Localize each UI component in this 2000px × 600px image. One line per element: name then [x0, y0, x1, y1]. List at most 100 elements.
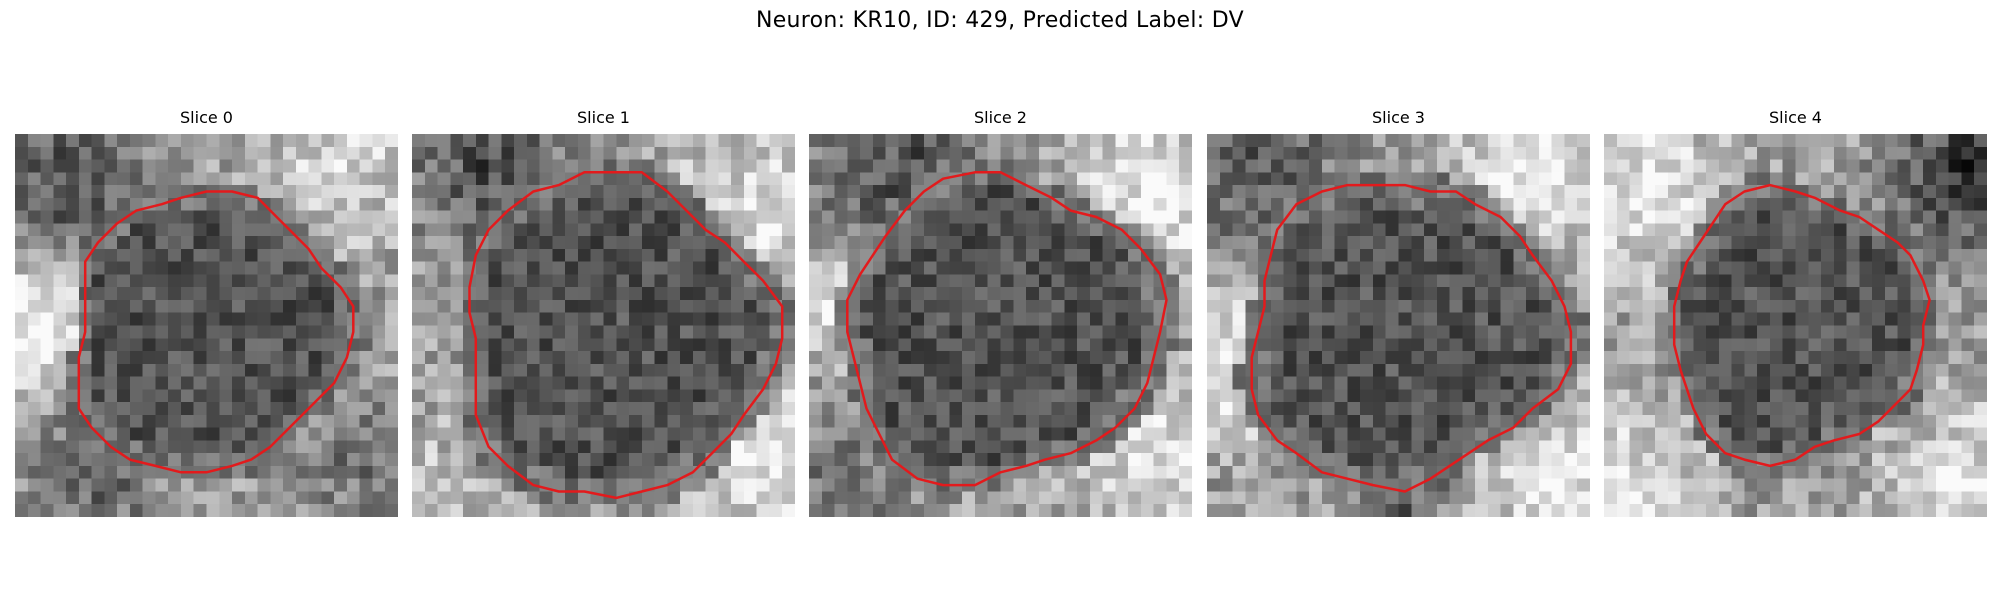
image-pixel: [539, 210, 554, 224]
image-pixel: [1616, 465, 1631, 480]
image-pixel: [475, 287, 490, 301]
image-pixel: [769, 491, 783, 505]
image-pixel: [104, 172, 118, 186]
image-pixel: [834, 414, 848, 429]
image-pixel: [104, 491, 118, 505]
image-pixel: [1757, 299, 1771, 314]
image-pixel: [1706, 172, 1720, 186]
image-pixel: [450, 376, 464, 390]
image-pixel: [1616, 248, 1631, 263]
image-pixel: [603, 338, 617, 352]
image-pixel: [514, 223, 528, 237]
image-pixel: [743, 146, 758, 161]
image-pixel: [743, 210, 758, 224]
image-pixel: [1935, 159, 1950, 173]
image-pixel: [1655, 440, 1669, 454]
image-pixel: [834, 453, 848, 467]
image-pixel: [821, 338, 836, 352]
image-pixel: [847, 491, 861, 505]
image-pixel: [1808, 248, 1822, 263]
image-pixel: [654, 299, 668, 314]
image-pixel: [1449, 210, 1463, 224]
image-pixel: [1526, 172, 1540, 186]
image-pixel: [1564, 185, 1578, 199]
image-pixel: [1667, 363, 1682, 378]
image-pixel: [552, 389, 566, 403]
image-pixel: [244, 440, 259, 454]
image-pixel: [1449, 478, 1463, 493]
image-pixel: [321, 236, 335, 250]
image-pixel: [629, 299, 643, 314]
image-pixel: [692, 402, 707, 416]
image-pixel: [40, 299, 54, 314]
image-pixel: [1064, 363, 1078, 378]
image-pixel: [936, 453, 951, 467]
image-pixel: [756, 414, 771, 429]
image-pixel: [1309, 197, 1323, 212]
image-pixel: [463, 465, 477, 480]
image-pixel: [1232, 236, 1246, 250]
image-pixel: [283, 325, 297, 339]
image-pixel: [1782, 338, 1797, 352]
image-pixel: [168, 159, 182, 173]
image-pixel: [1360, 197, 1374, 212]
image-pixel: [180, 312, 195, 327]
image-pixel: [1013, 185, 1027, 199]
image-pixel: [577, 351, 592, 365]
image-pixel: [1128, 414, 1142, 429]
image-pixel: [1347, 223, 1361, 237]
image-pixel: [1153, 197, 1168, 212]
image-pixel: [526, 223, 541, 237]
image-pixel: [526, 287, 541, 301]
image-pixel: [898, 338, 912, 352]
image-pixel: [1923, 351, 1937, 365]
image-pixel: [1051, 376, 1065, 390]
image-pixel: [616, 223, 630, 237]
image-pixel: [1013, 427, 1027, 441]
image-pixel: [1718, 389, 1733, 403]
image-pixel: [1179, 299, 1192, 314]
image-pixel: [168, 185, 182, 199]
image-pixel: [1655, 478, 1669, 493]
image-pixel: [1449, 389, 1463, 403]
image-pixel: [359, 185, 374, 199]
image-pixel: [1000, 427, 1014, 441]
image-pixel: [1077, 363, 1091, 378]
image-pixel: [1680, 287, 1694, 301]
image-pixel: [936, 440, 951, 454]
image-pixel: [1935, 389, 1950, 403]
image-pixel: [1629, 440, 1643, 454]
image-pixel: [412, 465, 426, 480]
image-pixel: [1026, 274, 1040, 288]
image-pixel: [244, 465, 259, 480]
image-pixel: [1706, 299, 1720, 314]
image-pixel: [463, 338, 477, 352]
image-pixel: [1782, 223, 1797, 237]
image-pixel: [1077, 338, 1091, 352]
image-pixel: [129, 172, 144, 186]
image-pixel: [949, 427, 963, 441]
image-pixel: [1411, 402, 1425, 416]
image-pixel: [756, 299, 771, 314]
image-pixel: [1872, 351, 1886, 365]
image-pixel: [1026, 504, 1040, 517]
image-pixel: [1782, 210, 1797, 224]
image-pixel: [692, 465, 707, 480]
image-pixel: [1718, 248, 1733, 263]
image-pixel: [1884, 210, 1899, 224]
image-pixel: [1166, 402, 1180, 416]
image-pixel: [27, 465, 42, 480]
image-pixel: [1270, 299, 1285, 314]
image-pixel: [117, 376, 131, 390]
image-pixel: [283, 351, 297, 365]
image-pixel: [1884, 261, 1899, 276]
image-pixel: [91, 325, 105, 339]
image-pixel: [1064, 146, 1078, 161]
image-pixel: [1283, 185, 1297, 199]
image-pixel: [1207, 427, 1221, 441]
image-pixel: [295, 338, 310, 352]
image-pixel: [1475, 248, 1489, 263]
image-pixel: [1500, 414, 1514, 429]
image-pixel: [168, 134, 182, 148]
image-pixel: [104, 338, 118, 352]
